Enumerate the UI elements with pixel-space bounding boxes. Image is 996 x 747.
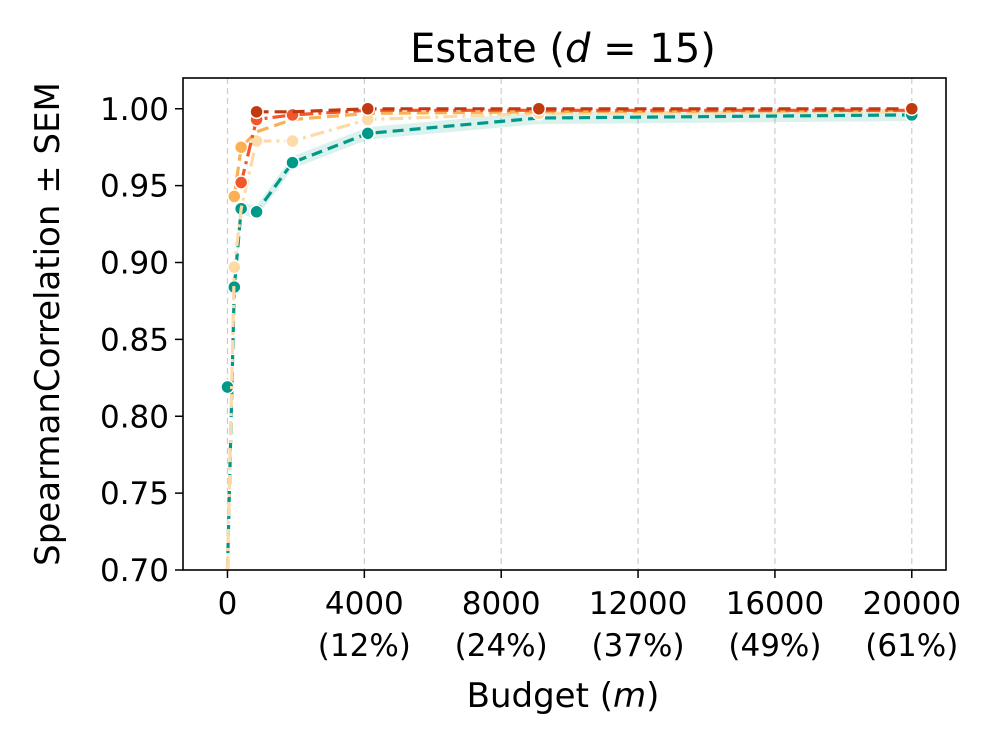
x-tick-label-5: 20000 xyxy=(862,586,961,622)
series-0-sem-band xyxy=(227,108,912,577)
x-tick-label-1: 4000 xyxy=(325,586,404,622)
x-tick-label-0: 0 xyxy=(218,586,238,622)
series-1-point-2 xyxy=(285,133,300,149)
x-tick-sublabel-3: (37%) xyxy=(592,628,685,664)
series-0-point-5 xyxy=(360,126,376,141)
series-2 xyxy=(227,108,912,204)
x-tick-label-3: 12000 xyxy=(589,586,688,622)
y-tick-label-6: 1.00 xyxy=(100,92,169,128)
series-4-point-1 xyxy=(360,101,376,116)
y-tick-label-3: 0.85 xyxy=(100,322,169,358)
y-tick-label-0: 0.70 xyxy=(100,553,169,589)
series-0 xyxy=(220,107,920,577)
chart-title: Estate (d = 15) xyxy=(410,26,716,72)
series-2-point-1 xyxy=(233,139,249,155)
series-layer xyxy=(220,101,920,577)
plot-frame xyxy=(182,77,947,571)
x-axis-label: Budget (m) xyxy=(467,676,660,716)
y-tick-label-2: 0.80 xyxy=(100,399,169,435)
x-tick-label-2: 8000 xyxy=(462,586,541,622)
x-tick-sublabel-4: (49%) xyxy=(728,628,821,664)
series-4-point-3 xyxy=(904,101,920,116)
axis-ticks: 0 4000 (12%) 8000 (24%) 12000 (37%) 16000 (49%) 2… xyxy=(100,92,961,664)
y-tick-label-1: 0.75 xyxy=(100,476,169,512)
series-0-point-4 xyxy=(285,155,300,170)
series-1-point-0 xyxy=(227,259,242,275)
y-tick-label-5: 0.95 xyxy=(100,169,169,205)
series-0-point-0 xyxy=(220,379,235,395)
y-tick-label-4: 0.90 xyxy=(100,246,169,282)
x-tick-sublabel-1: (12%) xyxy=(318,628,411,664)
series-1 xyxy=(225,106,912,571)
series-4-point-0 xyxy=(249,104,264,120)
series-4-point-2 xyxy=(531,101,547,116)
series-3-point-0 xyxy=(233,175,249,190)
series-1-line xyxy=(225,110,912,571)
y-axis-label: SpearmanCorrelation ± SEM xyxy=(28,82,68,566)
x-tick-sublabel-2: (24%) xyxy=(455,628,548,664)
series-0-point-3 xyxy=(249,204,264,220)
grid-lines xyxy=(226,78,913,570)
series-2-point-0 xyxy=(227,189,242,204)
x-tick-sublabel-5: (61%) xyxy=(865,628,958,664)
series-4 xyxy=(249,101,920,120)
series-0-line xyxy=(225,113,912,571)
x-tick-label-4: 16000 xyxy=(726,586,825,622)
